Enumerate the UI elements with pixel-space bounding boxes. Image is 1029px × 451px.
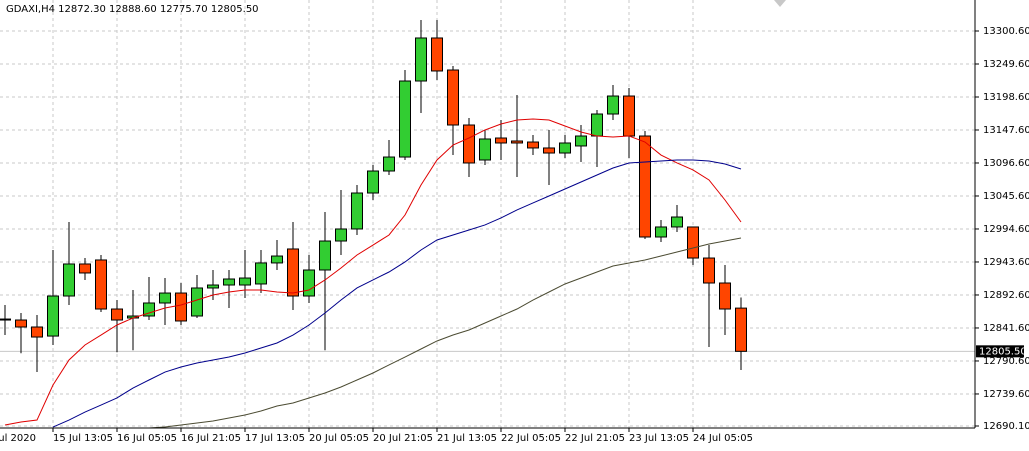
x-tick-label: 20 Jul 05:05	[309, 433, 369, 444]
candle-body	[303, 269, 315, 297]
x-tick-label: 24 Jul 05:05	[693, 433, 753, 444]
candle-body	[287, 248, 299, 297]
x-tick-label: 20 Jul 21:05	[373, 433, 433, 444]
y-tick-label: 13096.60	[983, 158, 1029, 169]
candle-body	[271, 255, 283, 264]
candle-body	[79, 263, 91, 274]
candle-body	[367, 170, 379, 194]
candle-body	[63, 263, 75, 297]
candle-body	[399, 80, 411, 158]
candle-body	[95, 259, 107, 310]
x-tick-label: 21 Jul 13:05	[437, 433, 497, 444]
candle-body	[0, 318, 11, 321]
candle-body	[143, 302, 155, 317]
candle-body	[639, 135, 651, 238]
candle-body	[591, 113, 603, 137]
candle-body	[207, 284, 219, 289]
chart-title: GDAXI,H4 12872.30 12888.60 12775.70 1280…	[6, 4, 259, 15]
candle-body	[159, 292, 171, 304]
candle-body	[15, 319, 27, 328]
moving-average-line	[4, 118, 742, 426]
candle-body	[671, 216, 683, 228]
candle-body	[239, 277, 251, 286]
last-price-label: 12805.50	[979, 346, 1027, 357]
y-tick-label: 13147.60	[983, 125, 1029, 136]
candle-body	[511, 140, 523, 144]
candle-body	[575, 135, 587, 147]
candle-body	[735, 307, 747, 352]
candle-body	[687, 226, 699, 259]
y-tick-label: 13198.60	[983, 92, 1029, 103]
candle-body	[703, 257, 715, 284]
x-tick-label: Jul 2020	[0, 433, 36, 444]
y-tick-label: 12790.60	[983, 356, 1029, 367]
y-tick-label: 12739.60	[983, 389, 1029, 400]
candle-body	[415, 37, 427, 82]
x-tick-label: 16 Jul 05:05	[117, 433, 177, 444]
last-price-box	[976, 345, 1024, 358]
candle-body	[31, 326, 43, 338]
candle-body	[191, 287, 203, 317]
x-tick-label: 16 Jul 21:05	[181, 433, 241, 444]
candle-body	[655, 226, 667, 238]
candle-body	[607, 95, 619, 115]
y-tick-label: 12994.60	[983, 224, 1029, 235]
x-tick-label: 17 Jul 13:05	[245, 433, 305, 444]
candle-body	[255, 262, 267, 285]
y-tick-label: 12892.60	[983, 290, 1029, 301]
grid	[0, 0, 975, 428]
candle-body	[527, 141, 539, 149]
y-tick-label: 13045.60	[983, 191, 1029, 202]
x-tick-label: 22 Jul 05:05	[501, 433, 561, 444]
x-tick-label: 23 Jul 13:05	[629, 433, 689, 444]
candle-body	[447, 69, 459, 126]
x-tick-label: 15 Jul 13:05	[53, 433, 113, 444]
candle-body	[351, 192, 363, 230]
y-tick-label: 12690.10	[983, 421, 1029, 432]
candle-body	[623, 95, 635, 137]
candle-body	[559, 142, 571, 154]
moving-average-line	[52, 159, 742, 428]
y-tick-label: 13300.60	[983, 26, 1029, 37]
candle-body	[47, 295, 59, 337]
candle-body	[175, 292, 187, 322]
candle-body	[383, 156, 395, 172]
y-tick-label: 12943.60	[983, 257, 1029, 268]
y-tick-label: 12841.60	[983, 323, 1029, 334]
moving-average-line	[148, 237, 742, 429]
candle-body	[431, 37, 443, 72]
candle-body	[719, 282, 731, 310]
candle-body	[335, 228, 347, 242]
x-tick-label: 22 Jul 21:05	[565, 433, 625, 444]
candle-body	[479, 138, 491, 161]
candle-body	[223, 278, 235, 286]
candle-body	[463, 124, 475, 164]
plot	[0, 19, 747, 429]
candle-body	[495, 137, 507, 144]
candle-body	[319, 240, 331, 271]
candle-body	[543, 147, 555, 154]
candle-body	[111, 308, 123, 321]
y-tick-label: 13249.60	[983, 59, 1029, 70]
shift-marker	[774, 0, 786, 7]
